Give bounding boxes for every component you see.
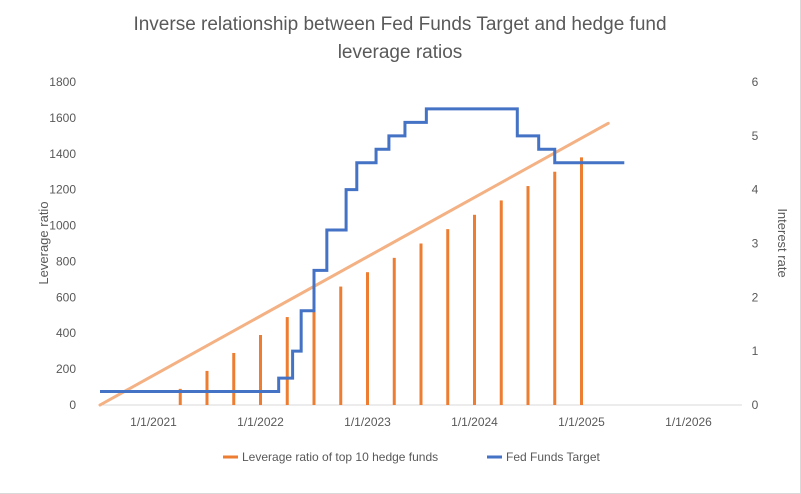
- x-tick-label: 1/1/2023: [344, 415, 391, 429]
- leverage-bar: [526, 186, 530, 405]
- y-tick-label: 1400: [49, 147, 76, 161]
- y-tick-label: 1800: [49, 75, 76, 89]
- leverage-bar: [473, 214, 476, 405]
- y-tick-label: 200: [56, 362, 76, 376]
- y2-tick-label: 4: [752, 183, 759, 197]
- leverage-bar: [499, 200, 503, 405]
- leverage-bars: [178, 157, 583, 405]
- y-tick-label: 800: [56, 254, 76, 268]
- chart-title-line-1: Inverse relationship between Fed Funds T…: [133, 14, 666, 35]
- x-axis-ticks: 1/1/2021 1/1/2022 1/1/2023 1/1/2024 1/1/2025…: [130, 415, 712, 429]
- leverage-trendline: [98, 121, 610, 407]
- leverage-bar: [553, 171, 557, 405]
- y2-tick-label: 1: [752, 344, 759, 358]
- y2-axis-title: Interest rate: [775, 208, 790, 277]
- y-tick-label: 1600: [49, 111, 76, 125]
- leverage-bar: [446, 229, 450, 405]
- y2-tick-label: 3: [752, 237, 759, 251]
- legend-label-fed-funds: Fed Funds Target: [506, 450, 600, 464]
- y-axis-ticks: 0 200 400 600 800 1000 1200 1400 1600 1800: [49, 75, 76, 412]
- leverage-trendline-layer: [98, 121, 610, 407]
- y-tick-label: 600: [56, 290, 76, 304]
- y-tick-label: 1200: [49, 183, 76, 197]
- leverage-bar: [285, 317, 289, 405]
- leverage-bar: [339, 286, 343, 405]
- x-tick-label: 1/1/2026: [665, 415, 712, 429]
- y2-axis-ticks: 0 1 2 3 4 5 6: [752, 75, 759, 412]
- legend: Leverage ratio of top 10 hedge funds Fed…: [223, 450, 600, 464]
- y-tick-label: 1000: [49, 219, 76, 233]
- x-tick-label: 1/1/2024: [451, 415, 498, 429]
- leverage-bar: [178, 388, 182, 405]
- leverage-bar: [366, 272, 369, 405]
- fed-funds-line: [100, 107, 625, 394]
- y2-tick-label: 6: [752, 75, 759, 89]
- x-tick-label: 1/1/2022: [237, 415, 284, 429]
- y-axis-title: Leverage ratio: [36, 201, 51, 284]
- legend-label-leverage: Leverage ratio of top 10 hedge funds: [242, 450, 438, 464]
- leverage-bar: [392, 257, 396, 405]
- y2-tick-label: 2: [752, 290, 759, 304]
- leverage-bar: [312, 299, 316, 405]
- chart-title-line-2: leverage ratios: [338, 42, 463, 63]
- y-tick-label: 400: [56, 326, 76, 340]
- leverage-bar: [232, 352, 236, 405]
- leverage-bar: [259, 335, 262, 405]
- y2-tick-label: 5: [752, 129, 759, 143]
- y2-tick-label: 0: [752, 398, 759, 412]
- leverage-bar: [205, 370, 209, 405]
- fed-funds-step-layer: [100, 107, 625, 394]
- leverage-bar: [419, 243, 423, 405]
- x-tick-label: 1/1/2025: [558, 415, 605, 429]
- leverage-bar: [580, 157, 583, 405]
- x-tick-label: 1/1/2021: [130, 415, 177, 429]
- y-tick-label: 0: [69, 398, 76, 412]
